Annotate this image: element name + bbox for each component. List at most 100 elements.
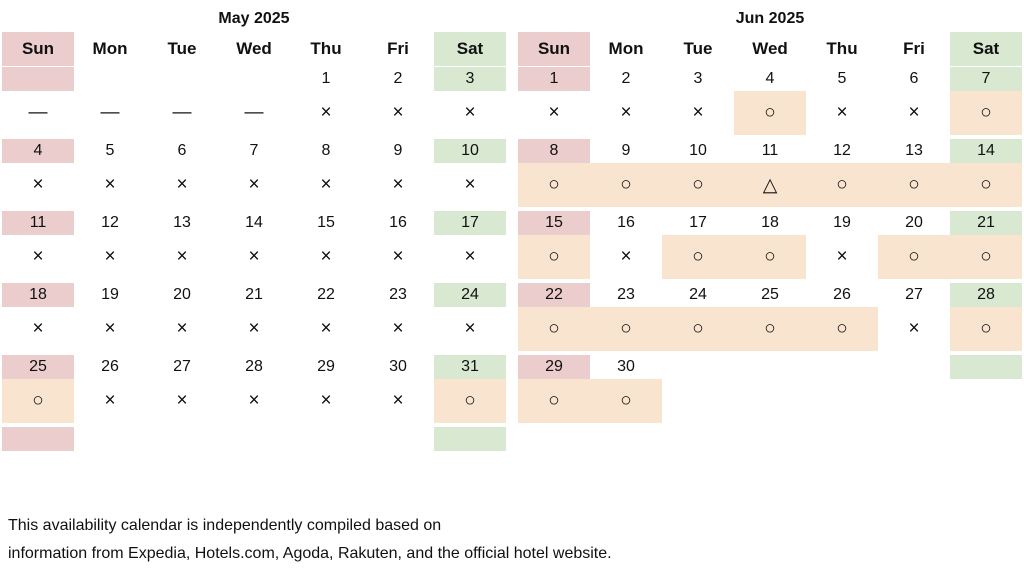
date-cell: 17 (689, 214, 707, 231)
footnote-line-1: This availability calendar is independen… (8, 517, 442, 534)
date-cell: 25 (2, 355, 74, 379)
date-cell: 8 (518, 139, 590, 163)
date-cell: 13 (905, 142, 923, 159)
weekday-header: Fri (387, 39, 409, 58)
weekday-header: Thu (310, 39, 342, 58)
weekday-header: Sat (950, 32, 1022, 66)
availability-status: ○ (590, 379, 662, 423)
availability-status: ○ (806, 307, 878, 351)
date-cell: 4 (2, 139, 74, 163)
availability-status: — (244, 102, 264, 123)
date-cell (434, 427, 506, 451)
date-cell: 11 (761, 142, 779, 159)
date-cell: 24 (434, 283, 506, 307)
date-cell: 23 (389, 286, 407, 303)
availability-status: ○ (950, 235, 1022, 279)
availability-status: × (104, 390, 116, 411)
availability-status: ○ (878, 235, 950, 279)
availability-status: × (176, 318, 188, 339)
date-cell: 9 (621, 142, 631, 159)
date-cell: 17 (434, 211, 506, 235)
availability-status: × (320, 246, 332, 267)
availability-status: × (176, 390, 188, 411)
availability-status: × (692, 102, 704, 123)
weekday-header: Mon (608, 39, 644, 58)
availability-status: × (32, 174, 44, 195)
date-cell: 11 (2, 211, 74, 235)
date-cell: 5 (837, 70, 847, 87)
availability-status: × (464, 174, 476, 195)
availability-status: × (32, 318, 44, 339)
weekday-header: Thu (826, 39, 858, 58)
date-cell: 20 (173, 286, 191, 303)
availability-status: × (320, 318, 332, 339)
date-cell: 6 (909, 70, 919, 87)
date-cell: 25 (761, 286, 779, 303)
date-cell: 12 (833, 142, 851, 159)
date-cell: 9 (393, 142, 403, 159)
availability-status: — (172, 102, 192, 123)
availability-status: ○ (662, 235, 734, 279)
date-cell: 26 (833, 286, 851, 303)
availability-status: △ (734, 163, 806, 207)
date-cell: 29 (317, 358, 335, 375)
availability-status: — (100, 102, 120, 123)
availability-status: × (464, 318, 476, 339)
weekday-header: Tue (167, 39, 197, 58)
availability-status: ○ (734, 235, 806, 279)
availability-status: ○ (806, 163, 878, 207)
availability-status: × (32, 246, 44, 267)
availability-footnote: This availability calendar is independen… (8, 512, 612, 568)
date-cell: 26 (101, 358, 119, 375)
date-cell: 3 (434, 67, 506, 91)
availability-status: × (248, 246, 260, 267)
availability-status: × (908, 318, 920, 339)
date-cell: 10 (689, 142, 707, 159)
availability-status: × (392, 174, 404, 195)
availability-status: ○ (734, 307, 806, 351)
date-cell: 3 (693, 70, 703, 87)
date-cell: 2 (393, 70, 403, 87)
availability-status: × (392, 318, 404, 339)
availability-status: ○ (662, 163, 734, 207)
date-cell: 2 (621, 70, 631, 87)
date-cell: 16 (389, 214, 407, 231)
weekday-header: Sun (2, 32, 74, 66)
date-cell: 19 (833, 214, 851, 231)
availability-status: ○ (518, 235, 590, 279)
availability-status: × (836, 246, 848, 267)
weekday-header: Tue (683, 39, 713, 58)
date-cell: 16 (617, 214, 635, 231)
availability-status: × (908, 102, 920, 123)
availability-status: × (104, 318, 116, 339)
weekday-header: Wed (752, 39, 788, 58)
date-cell: 30 (389, 358, 407, 375)
availability-status: × (392, 102, 404, 123)
date-cell: 1 (518, 67, 590, 91)
date-cell: 15 (518, 211, 590, 235)
date-cell: 19 (101, 286, 119, 303)
month-title: Jun 2025 (735, 10, 805, 27)
date-cell: 20 (905, 214, 923, 231)
availability-status: ○ (734, 91, 806, 135)
availability-status: × (320, 102, 332, 123)
availability-status: ○ (950, 163, 1022, 207)
availability-status: × (248, 390, 260, 411)
availability-status: × (248, 318, 260, 339)
weekday-header: Fri (903, 39, 925, 58)
date-cell (2, 427, 74, 451)
availability-status: × (176, 246, 188, 267)
date-cell: 29 (518, 355, 590, 379)
availability-status: × (620, 246, 632, 267)
availability-status: × (392, 246, 404, 267)
availability-status: ○ (590, 307, 662, 351)
weekday-header: Sat (434, 32, 506, 66)
availability-status: ○ (950, 307, 1022, 351)
date-cell: 4 (765, 70, 775, 87)
date-cell: 21 (245, 286, 263, 303)
date-cell (2, 67, 74, 91)
date-cell: 15 (317, 214, 335, 231)
availability-status: × (464, 102, 476, 123)
availability-status: × (320, 390, 332, 411)
footnote-line-2: information from Expedia, Hotels.com, Ag… (8, 545, 612, 562)
